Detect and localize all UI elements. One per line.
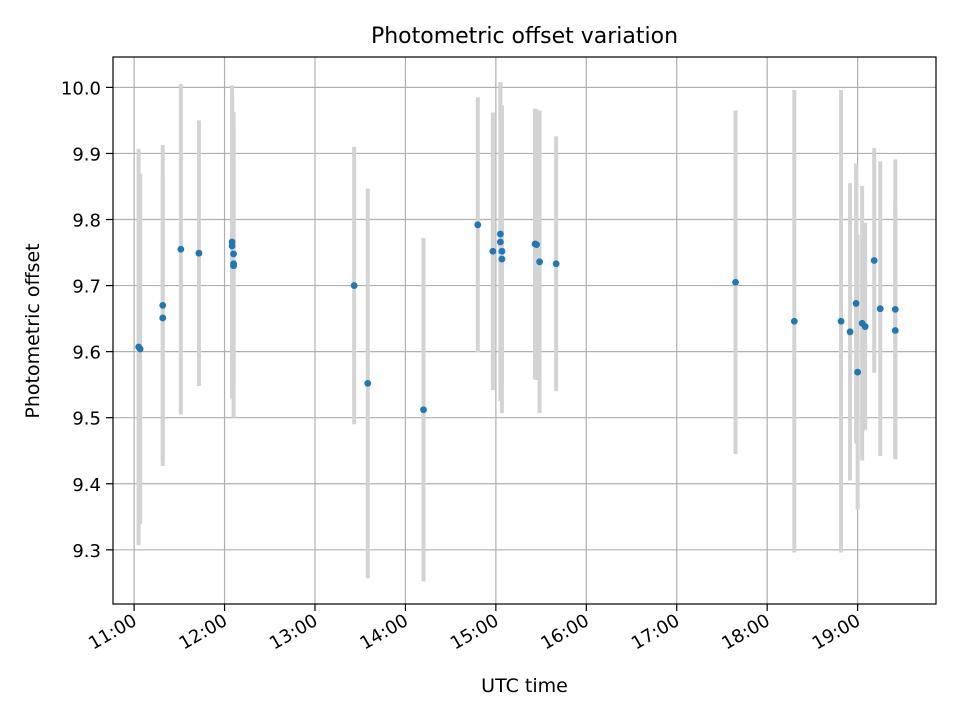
y-tick-label: 9.7 [72, 277, 101, 298]
data-point [852, 300, 860, 307]
data-point [177, 245, 185, 253]
y-tick-label: 9.4 [72, 475, 101, 496]
data-point [159, 301, 167, 309]
data-point [195, 249, 203, 257]
data-point [489, 247, 497, 255]
y-axis-label: Photometric offset [22, 243, 44, 418]
y-tick-label: 9.5 [72, 409, 101, 430]
data-point [870, 257, 878, 264]
y-tick-label: 9.3 [72, 541, 101, 562]
data-points [135, 221, 899, 414]
y-tick-label: 9.6 [72, 343, 101, 364]
y-tick-label: 9.8 [72, 211, 101, 232]
data-point [846, 328, 854, 336]
data-point [861, 323, 869, 330]
y-axis-ticks: 9.3 9.4 9.5 9.6 9.7 9.8 9.9 10.0 [61, 78, 113, 562]
y-tick-label: 9.9 [72, 144, 101, 165]
data-point [891, 327, 899, 334]
data-point [228, 242, 236, 250]
data-point [876, 305, 884, 313]
data-point [230, 262, 237, 270]
data-point [496, 230, 504, 238]
data-point [159, 314, 167, 322]
data-point [498, 255, 506, 263]
plot-frame [112, 56, 937, 605]
data-point [136, 345, 144, 353]
x-axis-label: UTC time [481, 675, 568, 697]
data-point [498, 247, 506, 255]
data-point [350, 282, 358, 289]
data-point [420, 406, 427, 414]
y-tick-label: 10.0 [61, 78, 101, 99]
data-point [790, 317, 798, 325]
chart-title: Photometric offset variation [371, 24, 678, 49]
data-point [364, 379, 372, 387]
data-point [474, 221, 482, 229]
data-point [230, 250, 237, 258]
data-point [552, 260, 560, 268]
data-point [732, 278, 739, 286]
data-point [496, 238, 504, 246]
data-point [536, 258, 543, 266]
data-point [533, 241, 540, 249]
data-point [891, 305, 899, 313]
data-point [837, 317, 845, 325]
grid-lines [113, 57, 936, 604]
data-point [854, 368, 862, 376]
